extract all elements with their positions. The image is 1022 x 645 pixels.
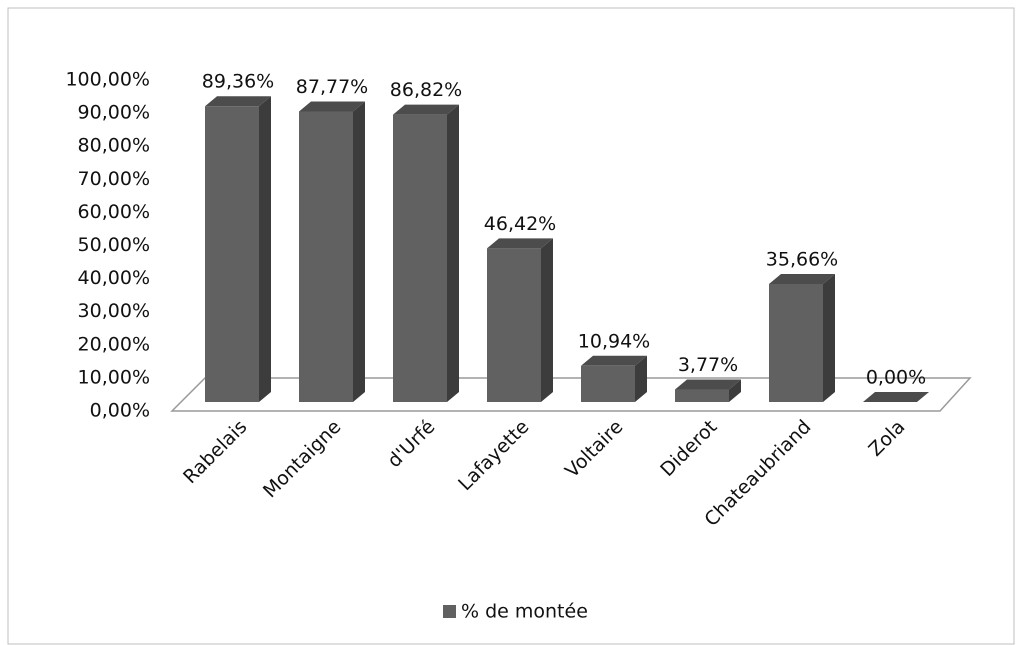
y-tick-label: 80,00% (78, 135, 150, 157)
legend-label: % de montée (461, 601, 588, 623)
y-tick-label: 60,00% (78, 201, 150, 223)
bar-side (635, 355, 647, 402)
bar-top (675, 379, 741, 390)
y-tick-label: 40,00% (78, 267, 150, 289)
y-tick-label: 0,00% (90, 400, 150, 422)
y-tick-label: 10,00% (78, 366, 150, 388)
bar (769, 283, 823, 402)
bar-top (393, 104, 459, 115)
value-label: 46,42% (484, 213, 556, 235)
bar-top (487, 238, 553, 249)
bar-top (581, 355, 647, 366)
bar (205, 106, 259, 403)
bar-top (205, 96, 271, 107)
bar (581, 365, 635, 402)
y-tick-label: 70,00% (78, 168, 150, 190)
bar-top (299, 101, 365, 112)
bar-side (823, 273, 835, 402)
bar-side (729, 379, 741, 402)
value-label: 89,36% (202, 71, 274, 93)
y-tick-label: 100,00% (65, 69, 150, 91)
y-tick-label: 50,00% (78, 234, 150, 256)
bar-side (353, 101, 365, 403)
bar (675, 389, 729, 402)
y-tick-label: 30,00% (78, 300, 150, 322)
bar-side (447, 104, 459, 403)
y-tick-label: 20,00% (78, 333, 150, 355)
bar-top (863, 392, 929, 402)
value-label: 0,00% (866, 367, 926, 389)
y-tick-label: 90,00% (78, 102, 150, 124)
bar-top (769, 273, 835, 284)
value-label: 10,94% (578, 330, 650, 352)
value-label: 87,77% (296, 76, 368, 98)
legend-swatch (443, 605, 456, 618)
floor (170, 377, 972, 412)
bar (299, 111, 353, 403)
bar (393, 114, 447, 403)
value-label: 3,77% (678, 354, 738, 376)
value-label: 86,82% (390, 79, 462, 101)
bar-side (541, 238, 553, 402)
value-label: 35,66% (766, 248, 838, 270)
bar (487, 248, 541, 402)
bar-side (259, 96, 271, 403)
